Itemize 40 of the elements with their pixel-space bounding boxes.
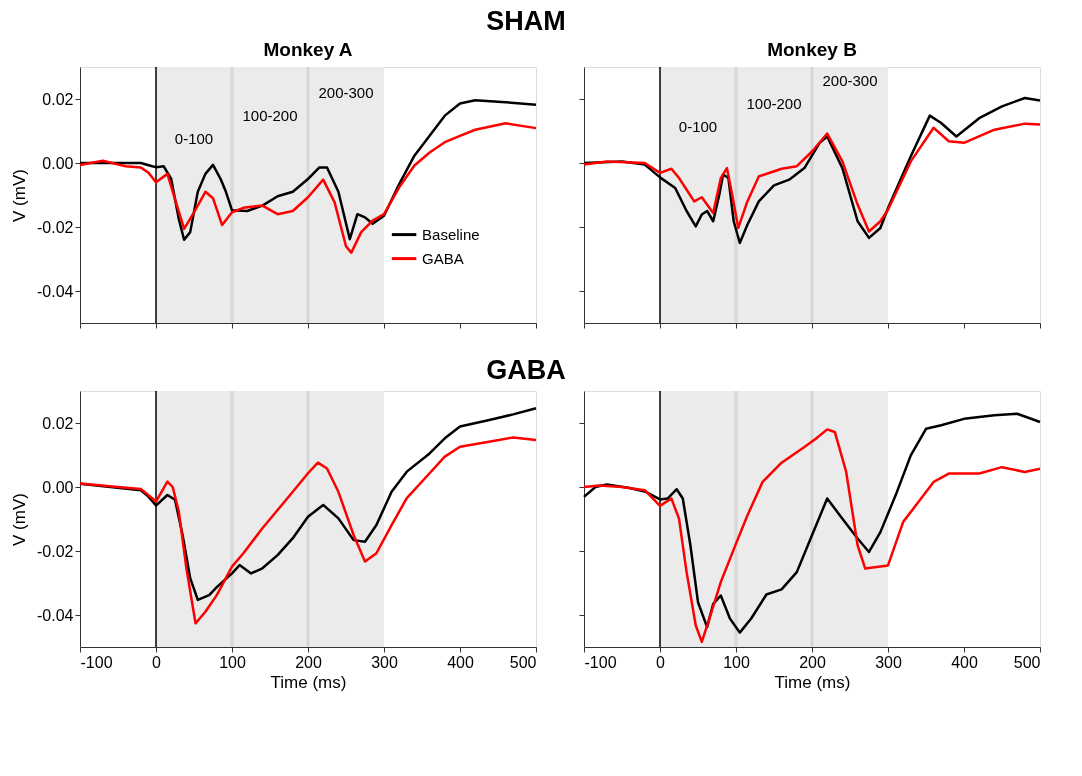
x-tick-label: 100	[219, 653, 246, 671]
x-tick-label: -100	[80, 653, 113, 671]
annotation: 0-100	[174, 129, 214, 147]
y-tick-label: 0.02	[42, 414, 74, 432]
chart-subtitle: Monkey B	[767, 38, 857, 60]
y-tick-label: -0.02	[37, 542, 74, 560]
x-tick-label: 0	[152, 653, 162, 671]
y-tick-label: -0.02	[37, 218, 74, 236]
x-tick-label: 400	[951, 653, 978, 671]
annotation: 100-200	[746, 94, 802, 112]
x-axis-title: Time (ms)	[774, 672, 851, 692]
annotation: 0-100	[678, 117, 718, 135]
chart-title: SHAM	[486, 6, 566, 36]
y-tick-label: 0.00	[42, 478, 74, 496]
x-tick-label: 100	[723, 653, 750, 671]
x-tick-label: 300	[875, 653, 902, 671]
x-tick-label: 300	[371, 653, 398, 671]
x-tick-label: 500	[1013, 653, 1041, 671]
chart-subtitle: Monkey A	[263, 38, 353, 60]
y-tick-label: -0.04	[37, 606, 74, 624]
y-axis-title: V (mV)	[10, 169, 30, 222]
legend-label: GABA	[422, 249, 464, 267]
y-tick-label: 0.00	[42, 154, 74, 172]
line-series	[78, 122, 538, 254]
x-tick-label: 200	[295, 653, 322, 671]
x-tick-label: 400	[447, 653, 474, 671]
x-axis-title: Time (ms)	[270, 672, 347, 692]
y-tick-label: -0.04	[37, 282, 74, 300]
annotation: 200-300	[822, 71, 878, 89]
annotation: 100-200	[242, 106, 298, 124]
chart-title: GABA	[486, 355, 566, 385]
x-tick-label: 500	[509, 653, 537, 671]
line-series	[78, 436, 538, 625]
x-tick-label: 0	[656, 653, 666, 671]
legend-label: Baseline	[422, 225, 480, 243]
y-axis-title: V (mV)	[10, 493, 30, 546]
x-tick-label: -100	[584, 653, 617, 671]
y-tick-label: 0.02	[42, 90, 74, 108]
x-tick-label: 200	[799, 653, 826, 671]
annotation: 200-300	[318, 83, 374, 101]
